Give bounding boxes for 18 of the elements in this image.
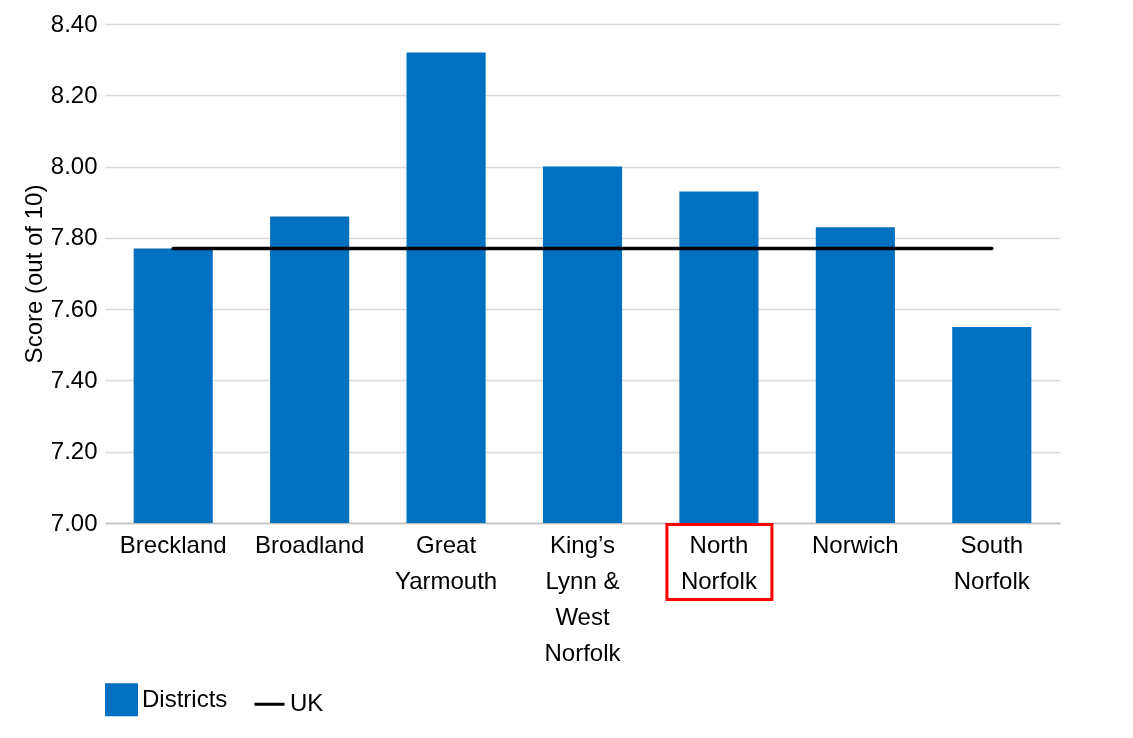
y-tick-label: 7.20 — [50, 437, 98, 465]
x-tick-label: King’s Lynn & West Norfolk — [544, 530, 622, 666]
y-axis-title: Score (out of 10) — [19, 184, 47, 364]
y-tick-label: 7.80 — [50, 223, 98, 251]
x-tick-label: Broadland — [254, 530, 365, 558]
x-tick-label: Breckland — [119, 530, 227, 558]
y-tick-label: 7.00 — [50, 508, 98, 536]
x-tick-label: Norwich — [812, 530, 899, 558]
y-tick-label: 8.00 — [50, 152, 98, 180]
x-tick-label: South Norfolk — [953, 530, 1031, 594]
x-tick-label: Great Yarmouth — [394, 530, 498, 594]
legend-label: Districts — [142, 684, 228, 712]
legend-label: UK — [290, 689, 324, 717]
y-tick-label: 8.20 — [50, 80, 98, 108]
y-tick-label: 7.60 — [50, 294, 98, 322]
x-tick-label: North Norfolk — [680, 530, 758, 594]
y-tick-label: 8.40 — [50, 9, 98, 37]
y-tick-label: 7.40 — [50, 365, 98, 393]
